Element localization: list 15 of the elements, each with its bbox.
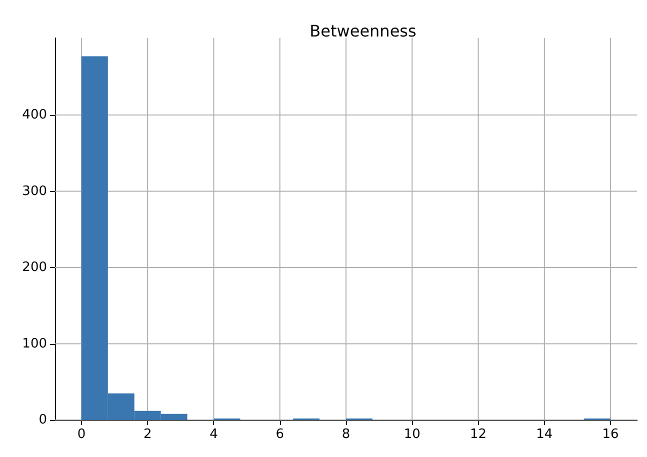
x-tick-label: 16 [602, 427, 619, 442]
x-tick-label: 8 [342, 427, 350, 442]
x-tick-label: 14 [536, 427, 553, 442]
y-tick-label: 100 [22, 336, 47, 352]
y-tick-label: 300 [22, 184, 47, 199]
x-tick-label: 12 [470, 427, 487, 442]
x-tick-label: 6 [276, 427, 284, 442]
x-tick-label: 2 [143, 427, 152, 442]
x-tick-label: 0 [77, 427, 86, 442]
y-tick-label: 200 [22, 260, 47, 276]
chart-title: Betweenness [310, 22, 416, 40]
x-tick-label: 10 [404, 427, 420, 442]
x-tick-label: 4 [210, 427, 218, 442]
y-tick-label: 0 [38, 412, 47, 428]
y-tick-label: 400 [22, 108, 47, 123]
